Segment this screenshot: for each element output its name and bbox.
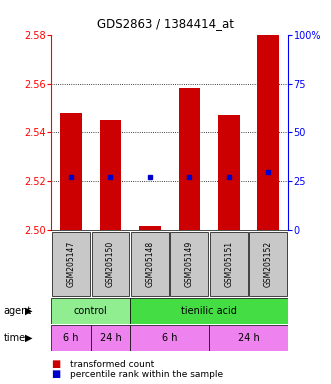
Text: percentile rank within the sample: percentile rank within the sample	[70, 370, 223, 379]
Text: GSM205148: GSM205148	[145, 241, 155, 287]
Text: 24 h: 24 h	[238, 333, 260, 343]
Bar	[92, 232, 129, 296]
Text: transformed count: transformed count	[70, 359, 154, 369]
Bar	[258, 35, 279, 230]
Text: GSM205150: GSM205150	[106, 241, 115, 287]
Text: 24 h: 24 h	[100, 333, 121, 343]
Bar	[131, 232, 169, 296]
Bar	[51, 325, 91, 351]
Text: ■: ■	[51, 359, 61, 369]
Text: agent: agent	[3, 306, 31, 316]
Bar	[51, 298, 130, 324]
Text: 6 h: 6 h	[162, 333, 177, 343]
Bar	[170, 232, 208, 296]
Bar	[130, 325, 209, 351]
Bar	[60, 113, 82, 230]
Bar	[100, 120, 121, 230]
Bar	[249, 232, 287, 296]
Text: ▶: ▶	[25, 333, 32, 343]
Bar	[91, 325, 130, 351]
Bar	[178, 88, 200, 230]
Text: GSM205151: GSM205151	[224, 241, 233, 287]
Bar	[210, 232, 248, 296]
Text: 6 h: 6 h	[63, 333, 79, 343]
Bar	[209, 325, 288, 351]
Text: tienilic acid: tienilic acid	[181, 306, 237, 316]
Bar	[130, 298, 288, 324]
Text: GSM205152: GSM205152	[264, 241, 273, 287]
Text: GSM205149: GSM205149	[185, 241, 194, 287]
Text: GSM205147: GSM205147	[67, 241, 75, 287]
Bar	[52, 232, 90, 296]
Text: ▶: ▶	[25, 306, 32, 316]
Bar	[139, 225, 161, 230]
Bar	[218, 115, 240, 230]
Text: GDS2863 / 1384414_at: GDS2863 / 1384414_at	[97, 17, 234, 30]
Text: ■: ■	[51, 369, 61, 379]
Text: control: control	[74, 306, 108, 316]
Text: time: time	[3, 333, 25, 343]
